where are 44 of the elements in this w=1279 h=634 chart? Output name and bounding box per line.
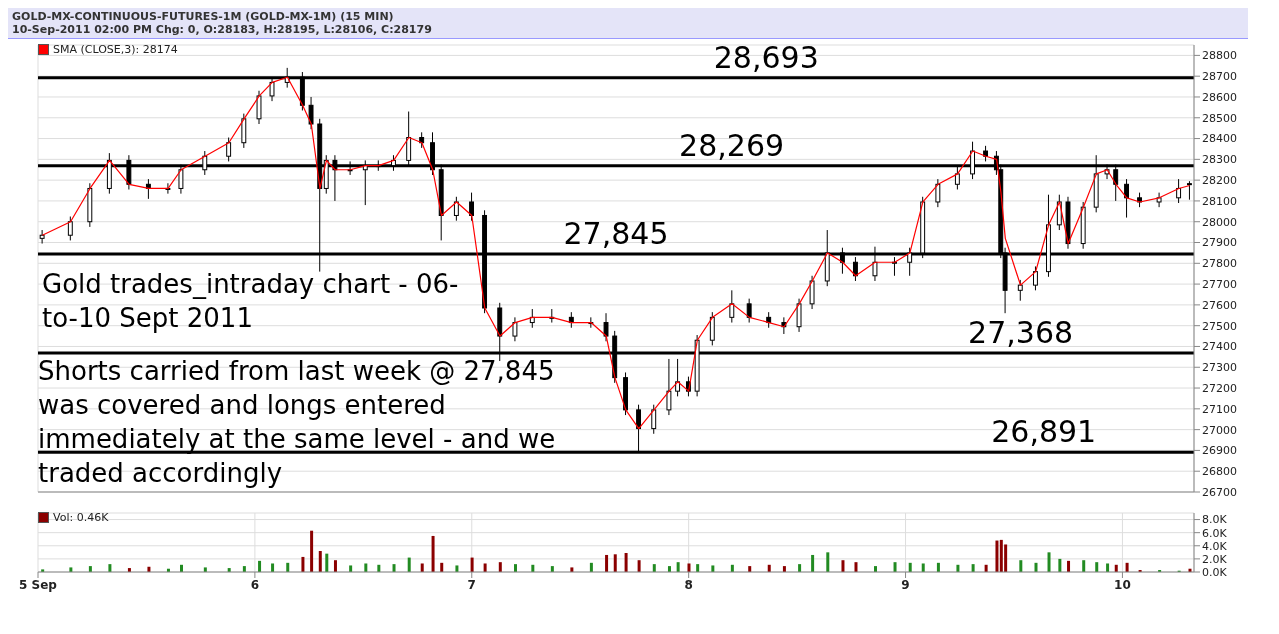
chart-subtitle: 10-Sep-2011 02:00 PM Chg: 0, O:28183, H:28195, L:28106, C:28179	[12, 23, 433, 36]
chart-title: GOLD-MX-CONTINUOUS-FUTURES-1M (GOLD-MX-1M) (15 MIN)	[12, 10, 395, 23]
annotation: Gold trades_intraday chart - 06-to-10 Sept 2011	[42, 268, 460, 335]
x-tick-label: 7	[467, 577, 476, 592]
y-tick-label: 0.0K	[1202, 565, 1228, 579]
legend-label: Vol: 0.46K	[52, 511, 109, 524]
y-tick-label: 28800	[1202, 49, 1237, 63]
y-tick-label: 27200	[1202, 381, 1237, 395]
y-tick-label: 2.0K	[1202, 552, 1228, 566]
y-tick-label: 28200	[1202, 174, 1237, 188]
y-tick-label: 27100	[1202, 402, 1237, 416]
legend-label: SMA (CLOSE,3): 28174	[52, 43, 178, 56]
y-tick-label: 27700	[1202, 278, 1237, 291]
ref-line-label: 27,845	[563, 215, 669, 251]
y-tick-label: 28700	[1202, 70, 1237, 84]
y-tick-label: 28300	[1202, 153, 1237, 167]
y-tick-label: 28000	[1202, 215, 1237, 229]
y-tick-label: 26800	[1202, 465, 1237, 479]
y-tick-label: 28400	[1202, 132, 1237, 146]
ref-line-label: 27,368	[968, 315, 1074, 351]
ref-line-label: 26,891	[991, 414, 1097, 450]
y-tick-label: 26700	[1202, 485, 1237, 499]
y-tick-label: 27600	[1202, 298, 1237, 312]
y-tick-label: 27900	[1202, 236, 1237, 250]
x-tick-label: 6	[250, 577, 260, 592]
y-tick-label: 26900	[1202, 444, 1237, 458]
ref-line-label: 28,269	[679, 127, 785, 163]
y-tick-label: 6.0K	[1202, 526, 1228, 540]
x-tick-label: 8	[684, 577, 693, 592]
ref-line-label: 28,693	[713, 39, 819, 75]
y-tick-label: 28500	[1202, 111, 1237, 125]
x-tick-label: 9	[901, 577, 910, 592]
x-tick-label: 10	[1114, 577, 1131, 592]
y-tick-label: 27800	[1202, 257, 1237, 271]
y-tick-label: 28600	[1202, 90, 1237, 104]
y-tick-label: 27500	[1202, 319, 1237, 333]
annotation: Shorts carried from last week @ 27,845 was covered and longs entered immediately at the same level - and we traded accordingly	[38, 355, 557, 490]
y-tick-label: 4.0K	[1202, 539, 1228, 553]
y-tick-label: 8.0K	[1202, 513, 1228, 527]
x-tick-label: 5 Sep	[19, 577, 58, 592]
y-tick-label: 28100	[1202, 194, 1237, 208]
y-tick-label: 27300	[1202, 361, 1237, 375]
y-tick-label: 27000	[1202, 423, 1237, 437]
y-tick-label: 27400	[1202, 340, 1237, 354]
